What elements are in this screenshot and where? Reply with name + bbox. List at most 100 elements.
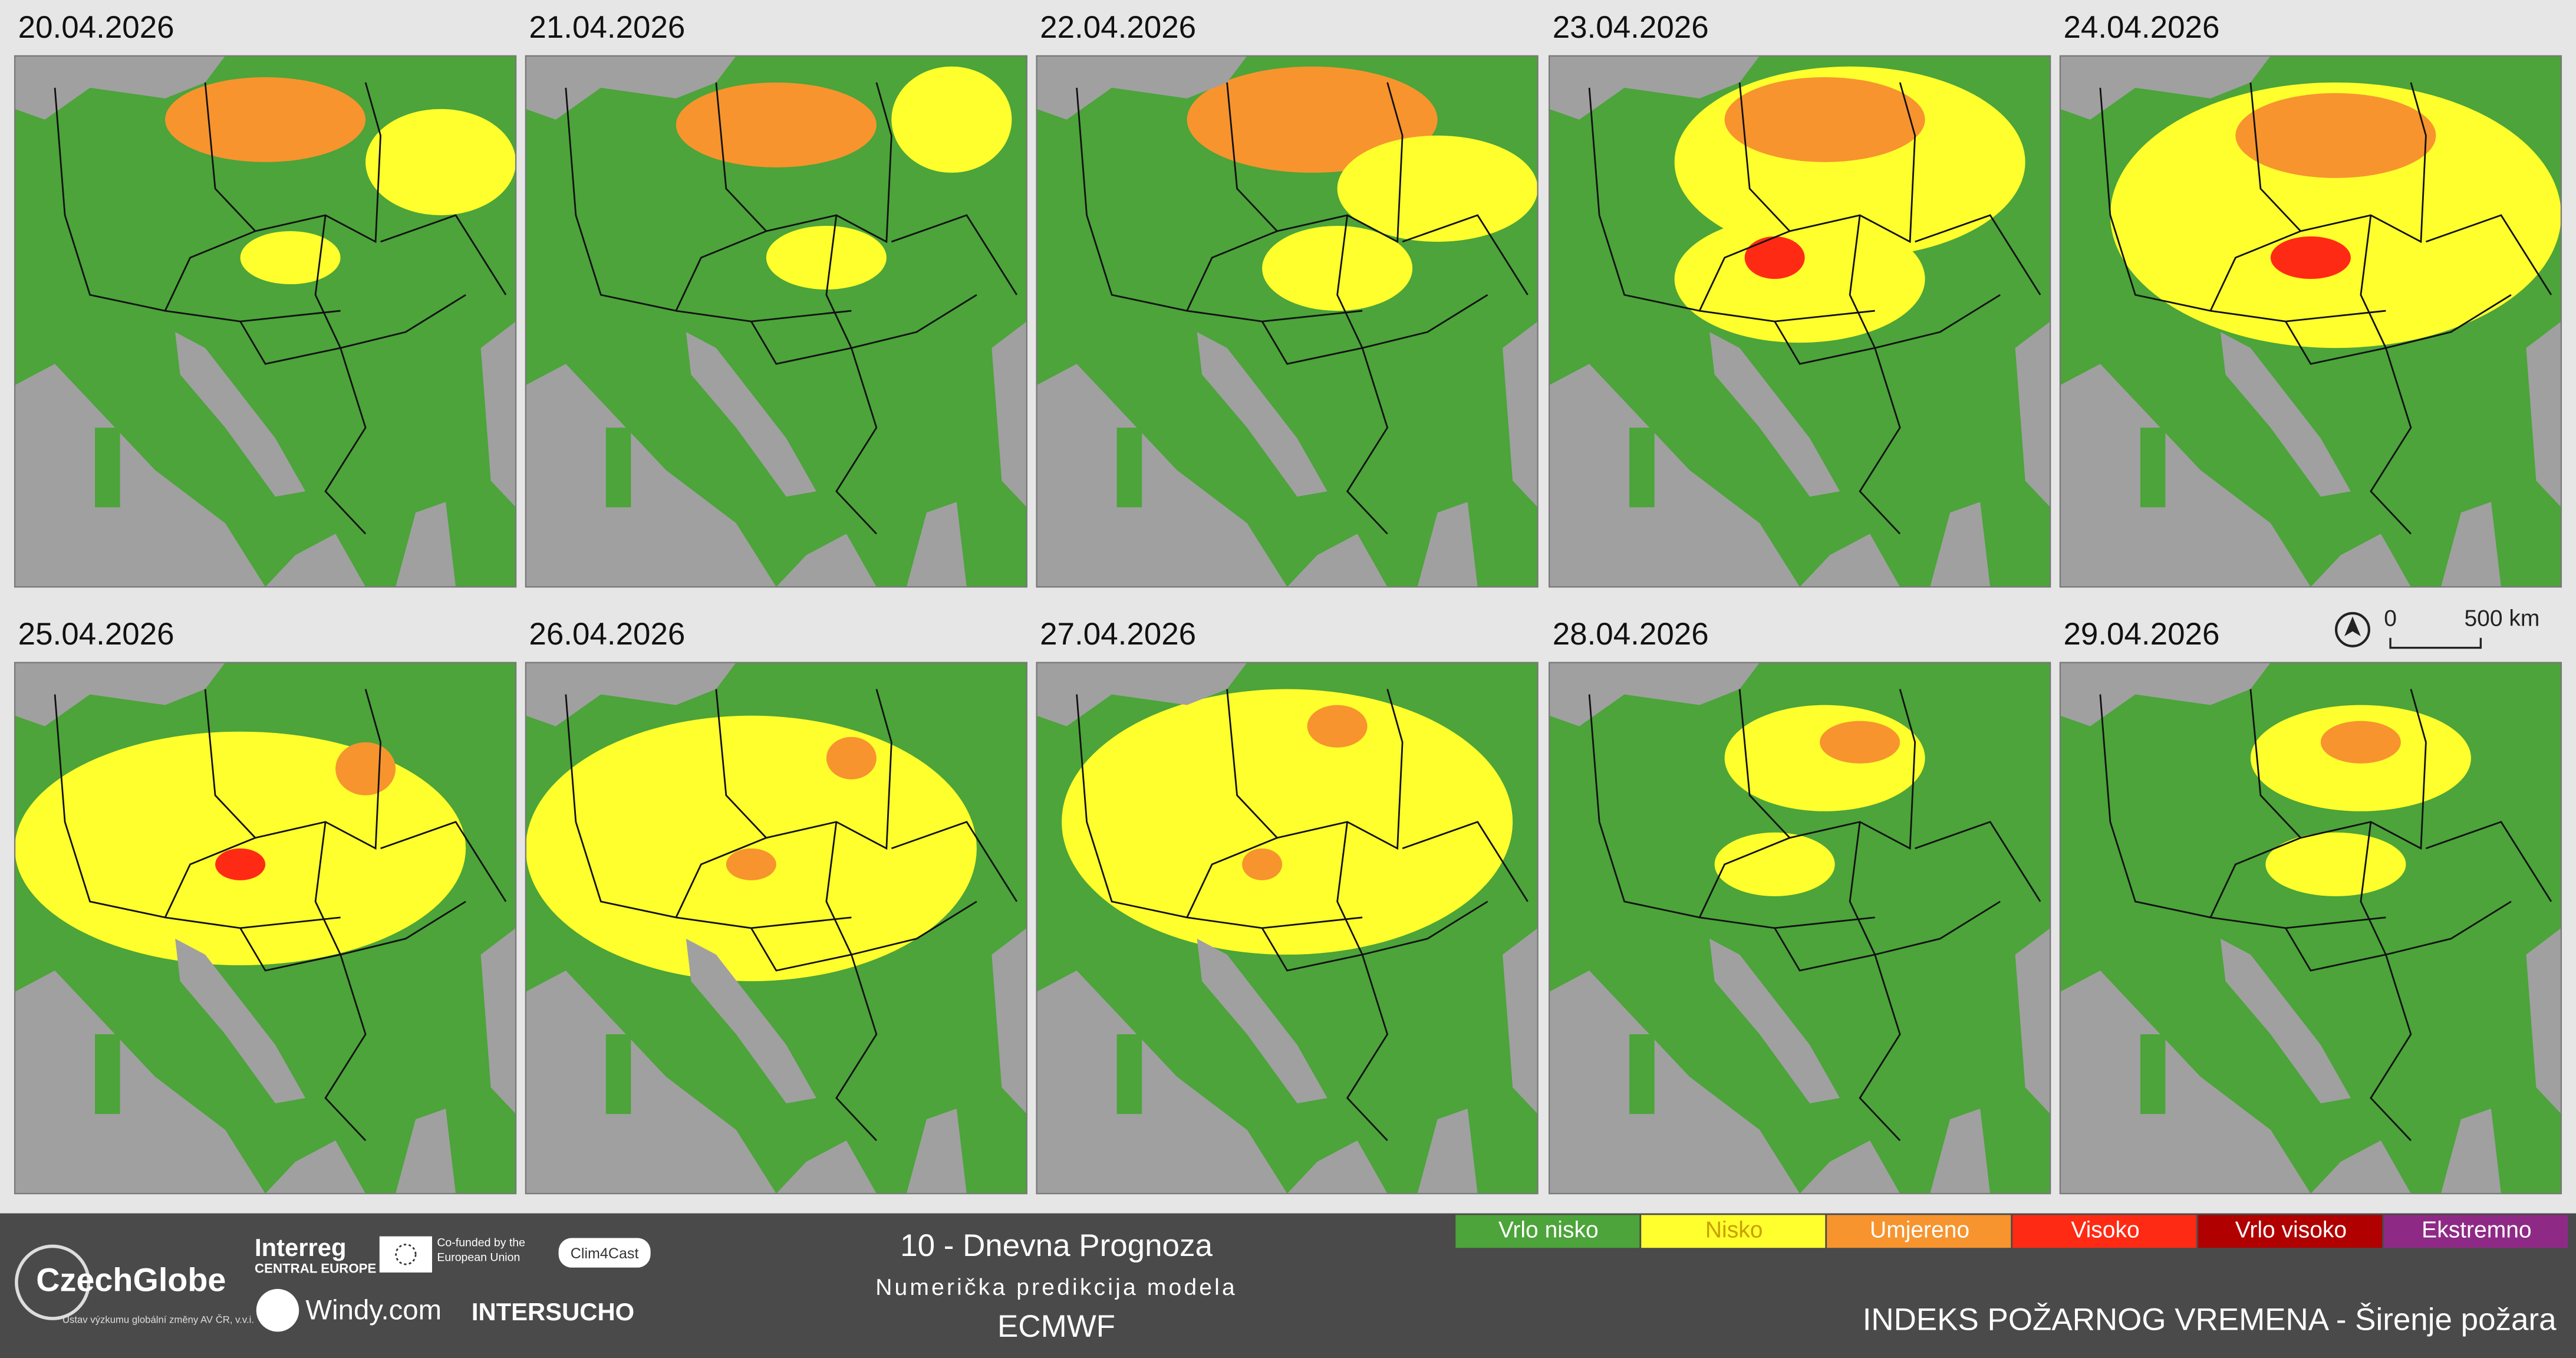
sea: [1197, 332, 1327, 497]
sea: [1417, 502, 1478, 587]
north-arrow-head: [2344, 616, 2361, 637]
border: [2249, 689, 2427, 850]
sea: [2060, 970, 2311, 1194]
border: [2425, 821, 2552, 902]
scale-end: 500 km: [2464, 606, 2539, 631]
risk-area: [2110, 82, 2561, 348]
legend-swatch: [2198, 1215, 2383, 1248]
sea: [1197, 938, 1327, 1104]
sea: [2060, 364, 2311, 587]
map-panel: [1549, 55, 2051, 588]
risk-area: [365, 108, 516, 215]
island: [95, 428, 120, 508]
map-panel: [1036, 662, 1539, 1195]
clim4cast-badge: [558, 1238, 651, 1268]
risk-area: [1262, 225, 1413, 311]
island: [605, 1034, 631, 1114]
risk-area: [525, 715, 977, 981]
map-panel: [2059, 55, 2562, 588]
border: [1774, 928, 1901, 1142]
sea: [686, 938, 816, 1104]
risk-area: [215, 848, 266, 880]
legend-label: Vrlo nisko: [1498, 1218, 1599, 1243]
map-panel: [2059, 662, 2562, 1195]
index-title: INDEKS POŽARNOG VREMENA - Širenje požara: [1863, 1303, 2557, 1337]
panel-frame: [14, 55, 517, 588]
risk-area: [1187, 66, 1438, 173]
panel-grid: 20.04.2026 21.04.2026 22.04.2026 23.04.2026…: [14, 10, 2562, 1195]
risk-area: [1242, 848, 1283, 880]
border: [1226, 82, 1404, 244]
border: [675, 837, 767, 918]
sea: [1036, 364, 1287, 587]
sea: [2220, 332, 2351, 497]
legend-swatch: [1455, 1215, 1640, 1248]
island: [1629, 1034, 1655, 1114]
map-panel: [525, 55, 1027, 588]
border: [715, 82, 892, 244]
sea: [15, 55, 226, 120]
sea: [175, 938, 306, 1104]
scale-line: [2389, 637, 2482, 649]
sea: [1287, 534, 1388, 587]
sea: [2440, 1109, 2501, 1194]
border: [750, 321, 878, 535]
risk-area: [1724, 705, 1925, 811]
border: [54, 87, 341, 323]
sea: [1930, 502, 1991, 587]
border: [1738, 689, 1916, 850]
panel-date: 26.04.2026: [529, 617, 685, 652]
interreg-name: Interreg: [255, 1234, 347, 1261]
sea: [776, 534, 877, 587]
sea: [2015, 321, 2051, 508]
sea: [2220, 938, 2351, 1104]
sea: [991, 928, 1027, 1114]
sea: [1036, 662, 1247, 726]
risk-area: [826, 736, 877, 780]
risk-area: [676, 82, 877, 167]
sea: [1800, 534, 1900, 587]
risk-area: [1307, 705, 1368, 748]
border: [54, 694, 341, 929]
sea: [15, 364, 266, 587]
sea: [1549, 662, 1760, 726]
czechglobe-logo: [15, 1244, 91, 1320]
legend-label: Vrlo visoko: [2235, 1218, 2347, 1243]
panel-date: 27.04.2026: [1040, 617, 1196, 652]
sea: [1930, 1109, 1991, 1194]
risk-area: [165, 77, 366, 162]
sea: [1549, 364, 1800, 587]
border: [239, 928, 367, 1142]
sea: [1503, 928, 1538, 1114]
legend-swatch: [2012, 1215, 2197, 1248]
panel-frame: [2059, 55, 2562, 588]
legend-swatch: [1827, 1215, 2011, 1248]
windy-name: Windy.com: [305, 1294, 442, 1326]
map-panel: [525, 662, 1027, 1195]
legend-label: Visoko: [2071, 1218, 2139, 1243]
border: [1915, 821, 2041, 902]
border: [2209, 837, 2301, 918]
border: [380, 821, 507, 902]
border: [239, 321, 367, 535]
sea: [906, 502, 967, 587]
border: [565, 694, 852, 929]
border: [1698, 230, 1790, 311]
border: [1226, 689, 1404, 850]
sea: [2310, 534, 2411, 587]
border: [1402, 214, 1529, 295]
eu-text-box: Co-funded by the European Union: [437, 1238, 525, 1264]
sea: [2526, 928, 2561, 1114]
risk-area: [2265, 832, 2406, 896]
risk-area: [15, 731, 466, 965]
sea: [265, 1140, 366, 1194]
panel-frame: [1036, 662, 1539, 1195]
panel-date: 22.04.2026: [1040, 10, 1196, 45]
sea: [396, 502, 456, 587]
risk-area: [891, 66, 1012, 173]
map-panel: [14, 55, 517, 588]
panel-date: 21.04.2026: [529, 10, 685, 45]
sea: [906, 1109, 967, 1194]
